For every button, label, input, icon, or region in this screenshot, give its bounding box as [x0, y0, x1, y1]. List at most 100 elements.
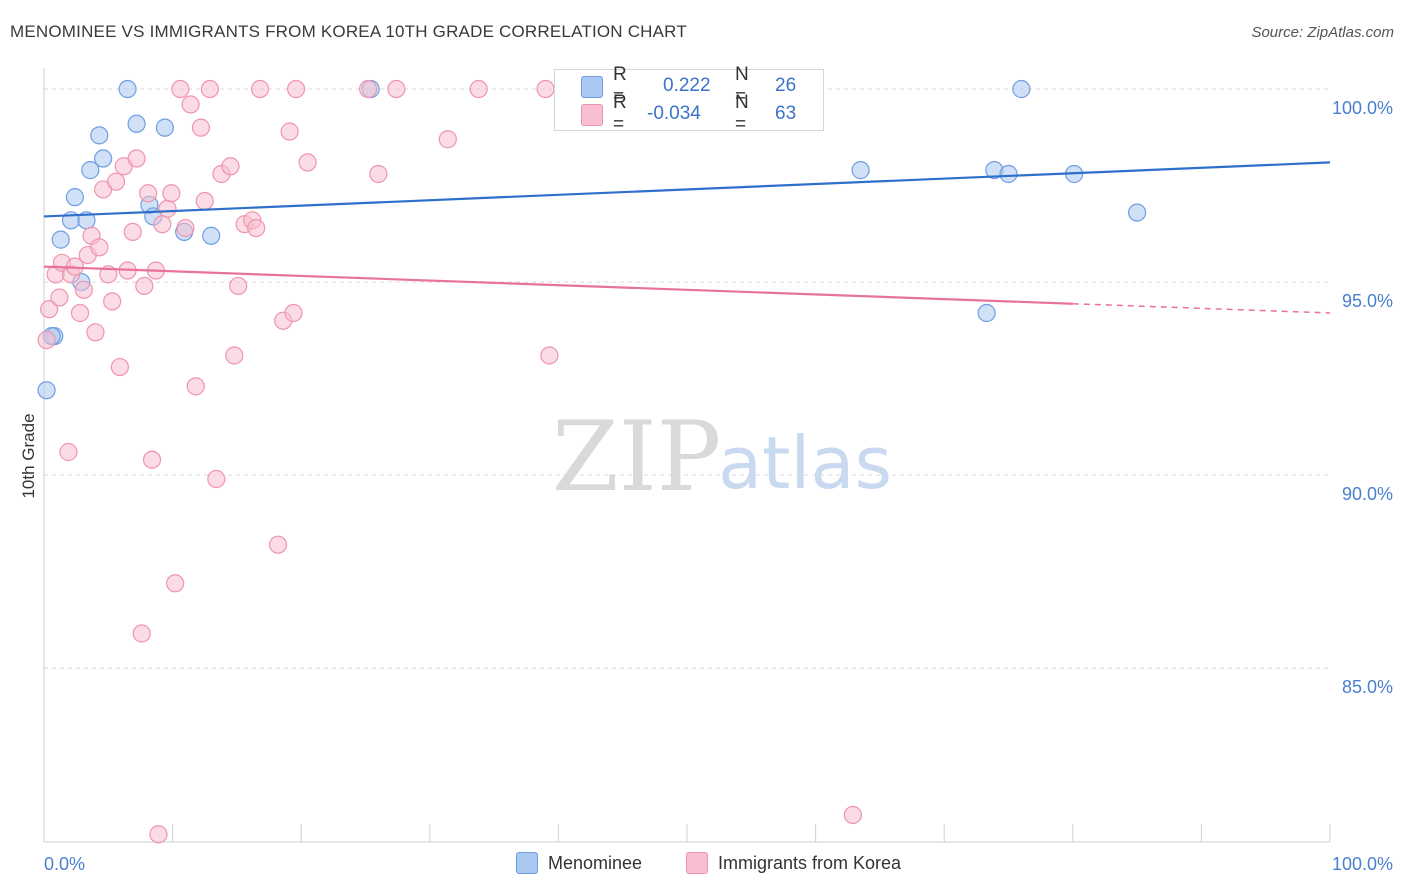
korea-point — [90, 238, 109, 257]
korea-point — [536, 79, 555, 99]
correlation-legend: R = 0.222 N = 26 R = -0.034 N = 63 — [554, 64, 824, 135]
korea-point — [284, 303, 303, 323]
legend-swatch-pink — [581, 104, 603, 126]
x-tick-label: 100.0% — [1332, 854, 1393, 874]
menominee-point — [155, 118, 174, 137]
bottom-legend-menominee: Menominee — [516, 852, 642, 874]
data-points — [37, 79, 1147, 844]
legend-r-value: -0.034 — [647, 103, 701, 124]
korea-point — [149, 825, 168, 844]
korea-point — [166, 574, 185, 593]
y-tick-label: 90.0% — [1342, 484, 1393, 504]
menominee-point — [51, 230, 70, 249]
korea-point — [50, 288, 69, 307]
legend-n-label: N = — [735, 64, 749, 107]
korea-point — [176, 218, 195, 238]
korea-point — [195, 191, 214, 211]
korea-point — [358, 79, 378, 99]
y-axis-label: 10th Grade — [19, 413, 38, 498]
menominee-point — [94, 149, 113, 168]
korea-point — [186, 377, 205, 396]
korea-trend-line — [43, 265, 1073, 305]
korea-point — [40, 300, 59, 319]
watermark-zip: ZIP — [552, 401, 721, 513]
korea-point — [250, 79, 270, 99]
korea-point — [221, 157, 240, 176]
korea-point — [135, 276, 154, 296]
korea-point — [280, 122, 299, 141]
menominee-point — [81, 161, 100, 180]
korea-point — [286, 79, 306, 99]
menominee-point — [1012, 79, 1031, 99]
menominee-point — [118, 79, 137, 99]
legend-n-label: N = — [735, 92, 749, 135]
korea-point — [181, 95, 200, 114]
menominee-point — [90, 126, 109, 145]
menominee-point — [127, 114, 146, 133]
bottom-legend-label: Immigrants from Korea — [718, 852, 902, 873]
grid-lines — [44, 88, 1330, 669]
korea-point — [59, 442, 78, 462]
legend-r-label: R = — [613, 92, 627, 135]
korea-point — [438, 130, 457, 149]
korea-point — [106, 172, 126, 191]
bottom-legend-label: Menominee — [548, 852, 643, 873]
menominee-point — [65, 188, 84, 207]
korea-trend-extension — [1072, 302, 1331, 314]
korea-point — [207, 469, 226, 489]
x-tick-labels: 0.0% 100.0% — [44, 854, 1393, 874]
legend-swatch-blue — [581, 76, 603, 98]
korea-point — [74, 280, 93, 299]
korea-point — [110, 357, 129, 377]
menominee-trend-line — [43, 161, 1331, 218]
legend-n-value: 63 — [775, 103, 797, 124]
source-credit: Source: ZipAtlas.com — [1251, 24, 1394, 41]
korea-point — [123, 222, 142, 242]
korea-point — [162, 184, 181, 203]
y-tick-labels: 85.0% 90.0% 95.0% 100.0% — [1332, 98, 1393, 697]
korea-point — [469, 79, 488, 99]
korea-point — [103, 292, 122, 311]
menominee-point — [37, 381, 56, 400]
bottom-legend-korea: Immigrants from Korea — [686, 852, 901, 874]
korea-point — [225, 346, 244, 365]
korea-point — [843, 805, 862, 825]
korea-point — [86, 323, 105, 342]
menominee-point — [851, 161, 870, 180]
watermark-atlas: atlas — [718, 421, 892, 505]
y-tick-label: 100.0% — [1332, 98, 1393, 118]
menominee-point — [202, 226, 221, 245]
menominee-point — [977, 303, 996, 323]
y-tick-label: 95.0% — [1342, 291, 1393, 311]
korea-point — [139, 184, 158, 203]
korea-point — [387, 79, 406, 99]
korea-point — [540, 346, 559, 365]
legend-n-value: 26 — [775, 75, 797, 96]
korea-point — [171, 79, 190, 99]
korea-point — [127, 149, 146, 168]
korea-point — [200, 79, 219, 99]
bottom-legend-swatch-pink — [686, 852, 708, 874]
korea-point — [132, 624, 151, 643]
korea-point — [158, 199, 177, 218]
korea-point — [70, 303, 90, 323]
watermark: ZIP atlas — [552, 401, 892, 513]
menominee-point — [999, 164, 1018, 184]
korea-point — [268, 535, 288, 554]
chart-title: MENOMINEE VS IMMIGRANTS FROM KOREA 10TH … — [10, 22, 687, 41]
bottom-legend-swatch-blue — [516, 852, 538, 874]
menominee-point — [1127, 203, 1147, 222]
korea-point — [37, 330, 56, 350]
korea-point — [369, 164, 388, 184]
korea-point — [153, 215, 172, 234]
korea-point — [142, 450, 162, 469]
axes — [43, 68, 1331, 843]
legend-r-value: 0.222 — [663, 75, 711, 96]
korea-point — [191, 118, 210, 137]
trend-lines — [43, 161, 1331, 314]
korea-point — [247, 218, 266, 238]
legend-r-label: R = — [613, 64, 627, 107]
x-tick-label: 0.0% — [44, 854, 85, 874]
korea-point — [298, 153, 317, 172]
